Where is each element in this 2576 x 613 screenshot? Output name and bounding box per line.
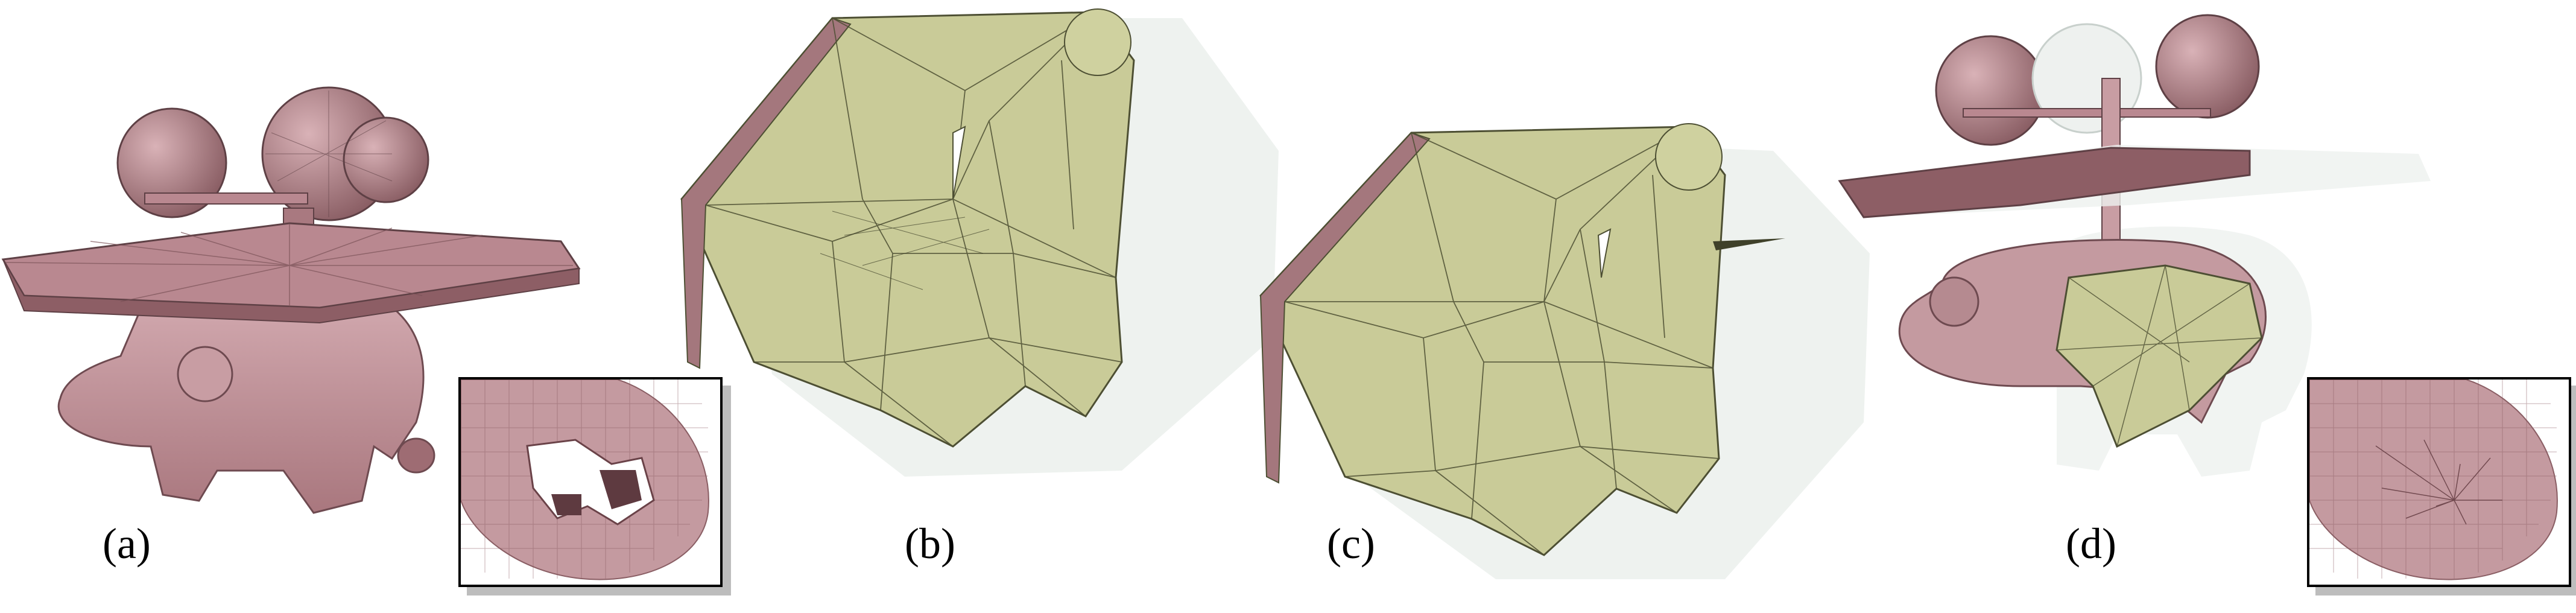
closeup-filled-hole xyxy=(2309,380,2569,585)
panel-c: (c) xyxy=(1242,0,1876,613)
label-a: (a) xyxy=(103,519,151,568)
sphere-right xyxy=(2155,14,2260,119)
fan-triangulation xyxy=(2375,439,2502,525)
closeup-holes xyxy=(461,380,720,585)
inset-a xyxy=(458,377,723,587)
fan-disk xyxy=(1838,147,2251,218)
panel-a: (a) xyxy=(0,0,724,613)
sphere-right xyxy=(343,116,429,203)
hull-patch xyxy=(2055,264,2263,448)
label-c: (c) xyxy=(1327,519,1375,568)
convex-hull-c xyxy=(1259,123,1870,579)
convex-hull-b xyxy=(680,8,1279,477)
label-d: (d) xyxy=(2066,519,2116,568)
hull-body xyxy=(680,11,1135,448)
panel-d: (d) xyxy=(1828,0,2576,613)
pig-model-with-fan xyxy=(1,86,581,514)
repaired-pig-model xyxy=(1838,14,2431,477)
sphere-left xyxy=(116,107,227,218)
panel-b: (b) xyxy=(651,0,1285,613)
hull-body xyxy=(1259,125,1726,556)
inset-d xyxy=(2307,377,2571,587)
label-b: (b) xyxy=(905,519,955,568)
sphere-left xyxy=(1935,35,2046,146)
